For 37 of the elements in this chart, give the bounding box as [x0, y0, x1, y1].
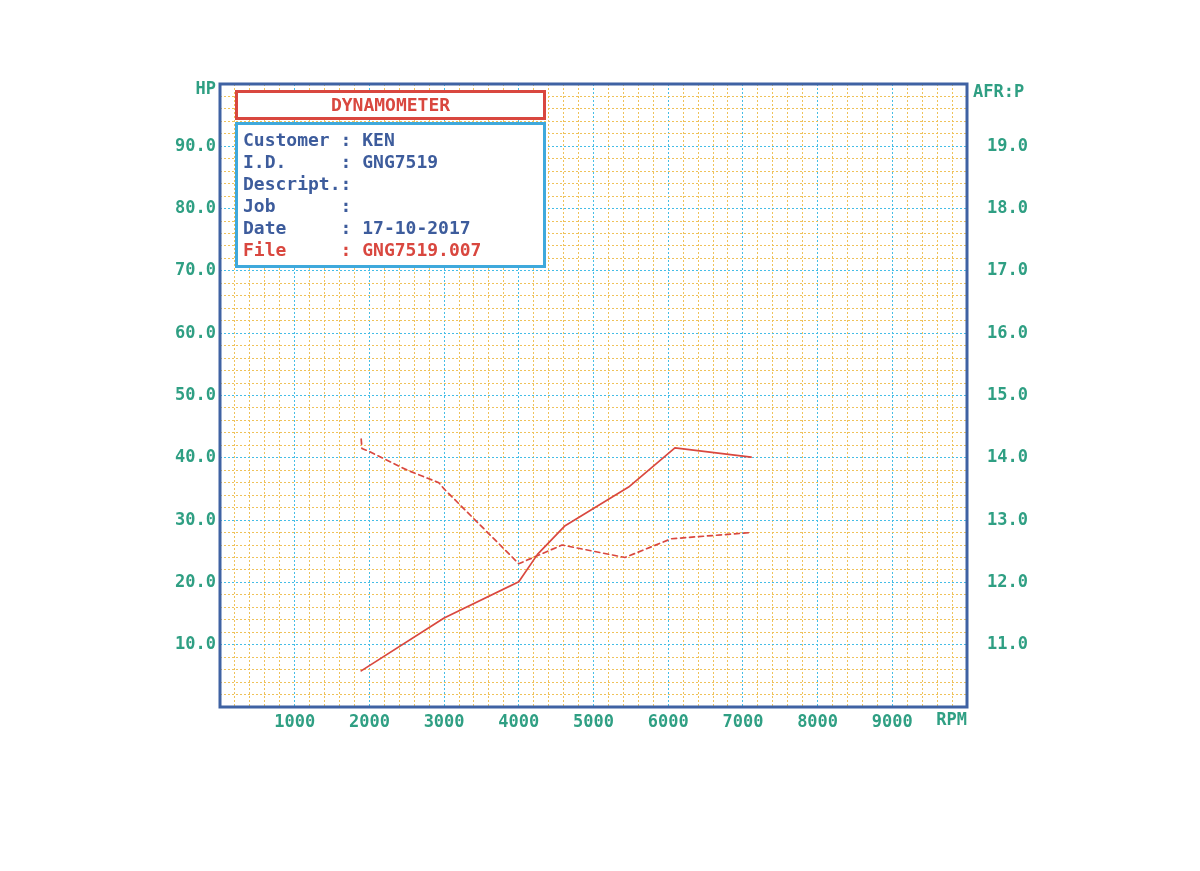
text: DYNAMOMETER — [330, 94, 451, 115]
y-tick-label: 40.0 — [175, 446, 216, 467]
x-tick-label: 1000 — [274, 710, 316, 731]
y2-tick-label: 11.0 — [987, 633, 1028, 654]
y2-tick-label: 12.0 — [987, 570, 1028, 591]
x-tick-label: 6000 — [647, 710, 689, 731]
annotation: Customer : KEN — [243, 129, 395, 150]
y-tick-label: 50.0 — [175, 383, 216, 404]
x-tick-label: 2000 — [348, 710, 390, 731]
x-axis-title: RPM — [936, 709, 967, 730]
y-tick-label: 80.0 — [175, 197, 216, 218]
annotation: File : GNG7519.007 — [243, 239, 482, 260]
x-tick-label: 3000 — [423, 710, 465, 731]
annotation: I.D. : GNG7519 — [243, 151, 439, 172]
y2-tick-label: 19.0 — [987, 134, 1028, 155]
y2-tick-label: 14.0 — [987, 446, 1028, 467]
y2-tick-label: 15.0 — [987, 383, 1028, 404]
y-tick-label: 10.0 — [175, 633, 216, 654]
y2-tick-label: 17.0 — [987, 259, 1028, 280]
annotation: Date : 17-10-2017 — [243, 217, 471, 238]
x-tick-label: 9000 — [871, 710, 913, 731]
y-tick-label: 90.0 — [175, 134, 216, 155]
y-axis-title: HP — [195, 78, 216, 99]
y-tick-label: 70.0 — [175, 259, 216, 280]
x-tick-label: 8000 — [797, 710, 839, 731]
annotation: Descript.: — [243, 173, 352, 194]
x-tick-label: 4000 — [498, 710, 540, 731]
x-tick-label: 5000 — [573, 710, 614, 731]
y2-tick-label: 18.0 — [987, 197, 1028, 218]
annotation: Job : — [243, 195, 352, 216]
y-tick-label: 30.0 — [175, 508, 216, 529]
y2-tick-label: 13.0 — [987, 508, 1028, 529]
y-tick-label: 60.0 — [175, 321, 216, 342]
x-tick-label: 7000 — [722, 710, 764, 731]
y2-tick-label: 16.0 — [987, 321, 1028, 342]
y2-axis-title: AFR:P — [973, 81, 1025, 102]
y-tick-label: 20.0 — [175, 570, 216, 591]
